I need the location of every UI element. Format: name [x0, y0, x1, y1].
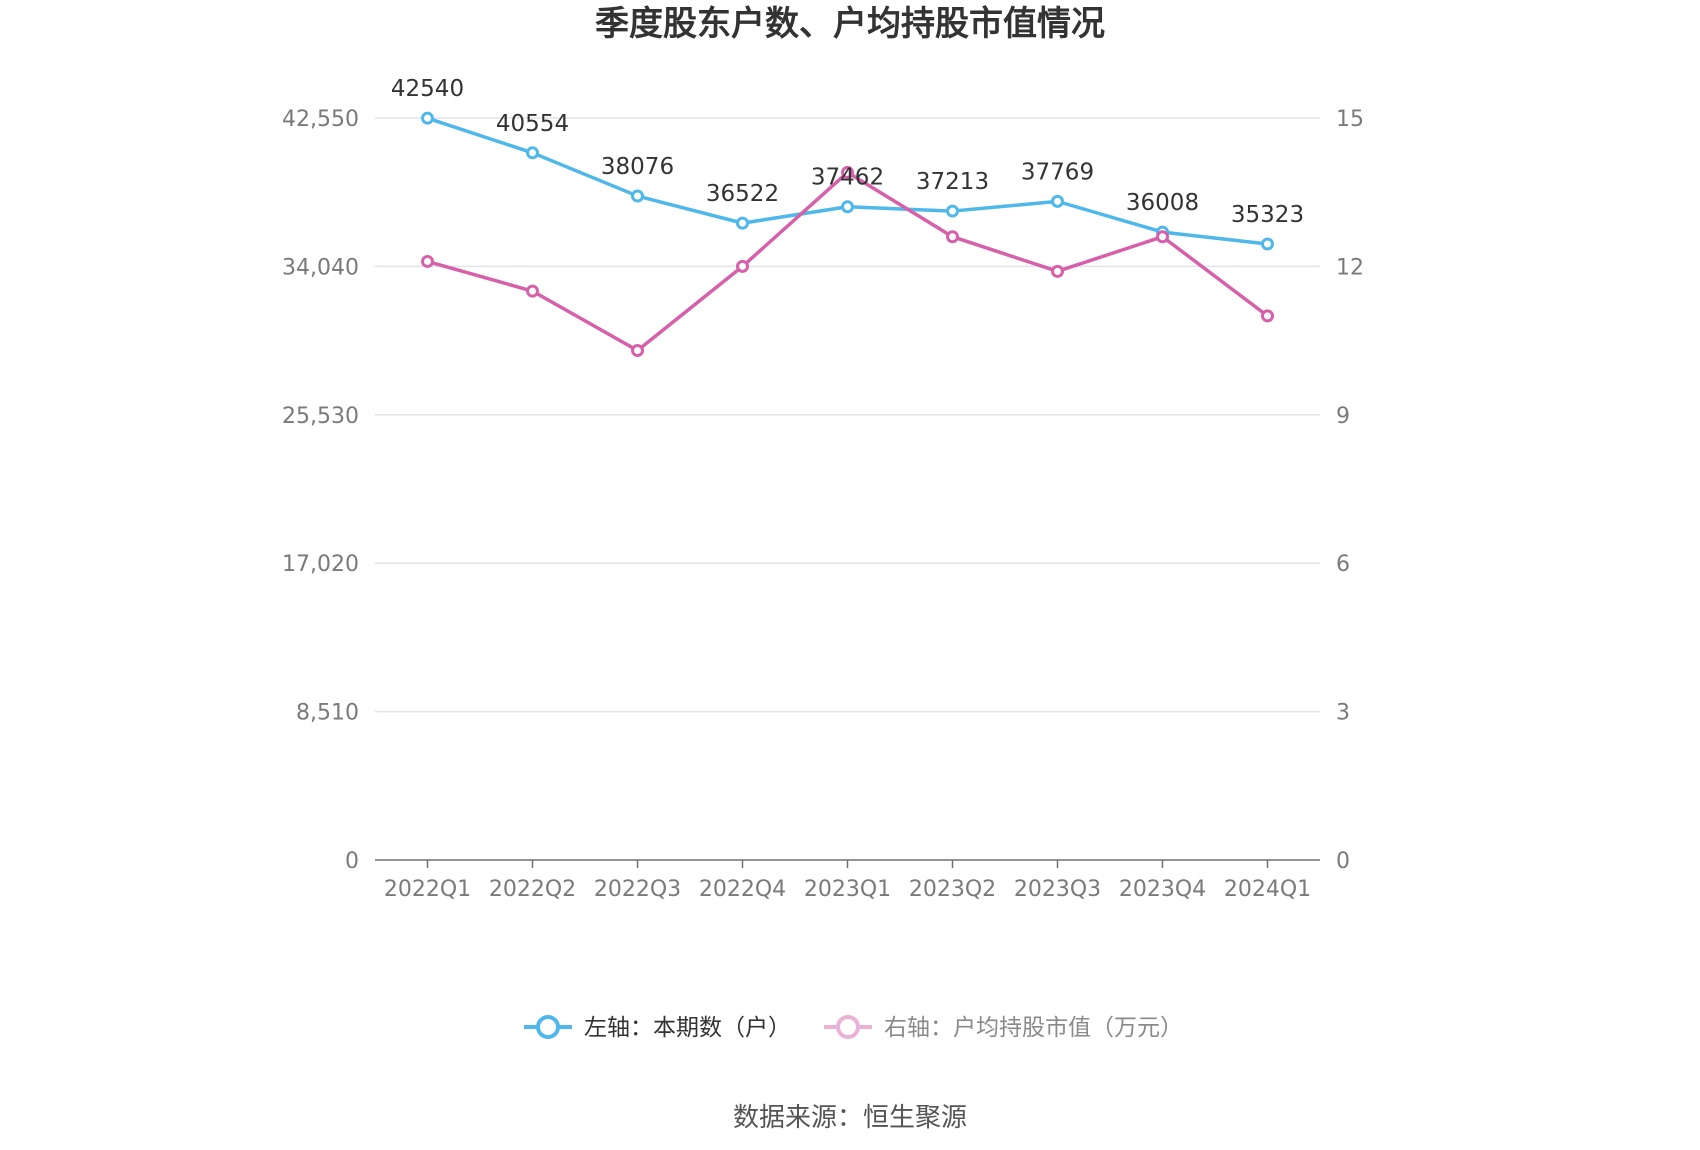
right-axis-tick-label: 6 — [1336, 552, 1350, 577]
data-point-left — [421, 111, 434, 125]
x-axis-tick-label: 2022Q2 — [489, 877, 576, 902]
data-point-right — [946, 230, 959, 244]
data-label-left: 37769 — [1021, 159, 1094, 185]
data-point-left — [841, 200, 854, 214]
right-axis-tick-label: 3 — [1336, 701, 1350, 726]
data-point-right — [526, 284, 539, 298]
left-axis-tick-label: 0 — [345, 849, 359, 874]
data-point-right — [841, 165, 854, 179]
data-point-left — [1261, 237, 1274, 251]
axes: 0 8,510 17,020 25,530 34,040 42,550 0 3 6 9 12 15 20… — [282, 107, 1364, 902]
data-point-left — [736, 216, 749, 230]
data-point-right — [1261, 309, 1274, 323]
left-axis-tick-label: 42,550 — [282, 107, 359, 132]
left-axis-tick-label: 34,040 — [282, 255, 359, 280]
data-point-right — [421, 254, 434, 268]
x-axis-tick-label: 2022Q1 — [384, 877, 471, 902]
left-axis-tick-label: 17,020 — [282, 552, 359, 577]
data-point-left — [1051, 194, 1064, 208]
x-axis-tick-label: 2023Q4 — [1119, 877, 1206, 902]
legend-item-left[interactable]: 左轴：本期数（户） — [524, 1015, 791, 1041]
data-label-left: 37462 — [811, 165, 884, 191]
x-axis-tick-label: 2022Q4 — [699, 877, 786, 902]
data-label-left: 36008 — [1126, 190, 1199, 216]
legend-marker-right — [836, 1015, 860, 1039]
legend[interactable]: 左轴：本期数（户） 右轴：户均持股市值（万元） — [524, 1015, 1183, 1041]
data-point-left — [946, 204, 959, 218]
data-point-right — [631, 343, 644, 357]
data-point-right — [1156, 230, 1169, 244]
right-axis-tick-label: 12 — [1336, 255, 1364, 280]
data-source: 数据来源：恒生聚源 — [733, 1103, 967, 1133]
x-axis-tick-label: 2023Q3 — [1014, 877, 1101, 902]
data-label-left: 40554 — [496, 111, 569, 137]
left-axis-tick-label: 25,530 — [282, 404, 359, 429]
right-axis-tick-label: 15 — [1336, 107, 1364, 132]
data-label-left: 42540 — [391, 76, 464, 102]
data-point-right — [736, 259, 749, 273]
legend-label-right: 右轴：户均持股市值（万元） — [884, 1015, 1183, 1041]
x-axis-tick-label: 2023Q2 — [909, 877, 996, 902]
x-axis-tick-label: 2022Q3 — [594, 877, 681, 902]
grid-lines — [375, 117, 1320, 713]
data-label-left: 36522 — [706, 181, 779, 207]
chart-title: 季度股东户数、户均持股市值情况 — [595, 4, 1105, 44]
legend-marker-left — [536, 1015, 560, 1039]
data-labels: 42540 40554 38076 36522 37462 37213 37769 36008… — [391, 76, 1304, 228]
right-axis-tick-label: 9 — [1336, 404, 1350, 429]
data-point-left — [526, 146, 539, 160]
data-label-left: 38076 — [601, 154, 674, 180]
data-point-right — [1051, 264, 1064, 278]
data-label-left: 37213 — [916, 169, 989, 195]
right-axis-tick-label: 0 — [1336, 849, 1350, 874]
data-label-left: 35323 — [1231, 202, 1304, 228]
left-axis-tick-label: 8,510 — [296, 701, 359, 726]
series-left — [421, 111, 1274, 251]
legend-label-left: 左轴：本期数（户） — [584, 1015, 791, 1041]
x-axis-tick-label: 2024Q1 — [1224, 877, 1311, 902]
x-axis-tick-label: 2023Q1 — [804, 877, 891, 902]
data-point-left — [631, 189, 644, 203]
legend-item-right[interactable]: 右轴：户均持股市值（万元） — [824, 1015, 1183, 1041]
series-layer — [421, 111, 1274, 357]
series-right — [421, 165, 1274, 357]
